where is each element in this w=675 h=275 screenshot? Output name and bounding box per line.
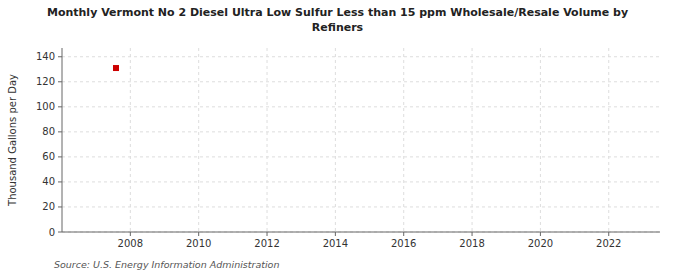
y-tick — [58, 56, 62, 57]
grid-line-y — [62, 131, 660, 132]
grid-line-y — [62, 56, 660, 57]
title-line: Refiners — [312, 21, 364, 34]
x-tick — [130, 232, 131, 236]
grid-line-y — [62, 206, 660, 207]
y-axis-label: Thousand Gallons per Day — [7, 74, 18, 207]
x-tick-label: 2010 — [186, 238, 211, 249]
y-axis-line — [62, 48, 63, 232]
y-tick — [58, 81, 62, 82]
x-tick-label: 2008 — [118, 238, 143, 249]
y-tick-label: 0 — [49, 227, 55, 238]
chart-svg: 2008 2010 2012 2014 2016 2018 2020 2022 0 20 40 60 8… — [0, 0, 675, 275]
grid-line-y — [62, 106, 660, 107]
y-tick-label: 120 — [36, 76, 55, 87]
y-tick-label: 140 — [36, 51, 55, 62]
grid-line-y — [62, 81, 660, 82]
grid-line-x — [130, 48, 131, 232]
grid-line-y — [62, 181, 660, 182]
grid-line-x — [198, 48, 199, 232]
grid-line-x — [540, 48, 541, 232]
chart-container: 2008 2010 2012 2014 2016 2018 2020 2022 0 20 40 60 8… — [0, 0, 675, 275]
x-tick-label: 2014 — [323, 238, 348, 249]
grid-line-x — [267, 48, 268, 232]
y-tick-label: 20 — [42, 201, 55, 212]
x-tick — [472, 232, 473, 236]
y-tick-label: 40 — [42, 176, 55, 187]
x-tick — [267, 232, 268, 236]
y-tick — [58, 232, 62, 233]
y-tick — [58, 106, 62, 107]
grid-line-x — [472, 48, 473, 232]
grid-line-x — [335, 48, 336, 232]
grid-line-x — [403, 48, 404, 232]
x-tick-label: 2020 — [528, 238, 553, 249]
x-tick-label: 2016 — [391, 238, 416, 249]
y-tick — [58, 181, 62, 182]
axes: 2008 2010 2012 2014 2016 2018 2020 2022 0 20 40 60 8… — [36, 48, 660, 249]
y-tick — [58, 206, 62, 207]
x-tick-label: 2018 — [459, 238, 484, 249]
x-tick — [335, 232, 336, 236]
grid-line-y — [62, 156, 660, 157]
x-tick — [540, 232, 541, 236]
x-tick — [403, 232, 404, 236]
title-line: Monthly Vermont No 2 Diesel Ultra Low Su… — [47, 6, 628, 19]
y-tick-label: 80 — [42, 126, 55, 137]
y-tick-label: 60 — [42, 151, 55, 162]
x-tick-label: 2022 — [596, 238, 621, 249]
x-axis-line — [62, 232, 660, 233]
grid-line-y — [62, 232, 660, 233]
source-text: Source: U.S. Energy Information Administ… — [54, 259, 279, 270]
x-tick-label: 2012 — [254, 238, 279, 249]
data-point — [113, 65, 119, 71]
title: Monthly Vermont No 2 Diesel Ultra Low Su… — [47, 6, 628, 34]
y-tick-label: 100 — [36, 101, 55, 112]
y-tick — [58, 156, 62, 157]
y-tick — [58, 131, 62, 132]
grid-line-x — [608, 48, 609, 232]
x-tick — [198, 232, 199, 236]
x-tick — [608, 232, 609, 236]
points — [113, 65, 119, 71]
grid — [62, 48, 660, 232]
